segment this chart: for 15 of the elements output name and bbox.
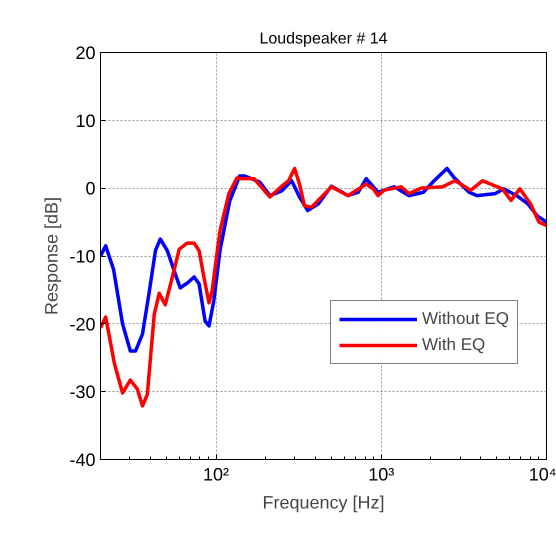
- x-tick-label: 10⁴: [528, 464, 556, 484]
- y-tick-label: 20: [75, 43, 96, 63]
- y-tick-label: -20: [69, 314, 96, 334]
- x-axis-title: Frequency [Hz]: [262, 492, 385, 512]
- chart-title: Loudspeaker # 14: [259, 30, 388, 48]
- y-tick-label: -30: [69, 382, 96, 402]
- y-tick-label: 0: [85, 178, 96, 199]
- y-tick-label: -40: [69, 450, 96, 470]
- x-tick-label: 10³: [368, 464, 394, 484]
- x-tick-label: 10²: [202, 464, 230, 484]
- y-tick-label: 10: [75, 110, 96, 131]
- y-tick-label: -10: [69, 246, 96, 266]
- legend-label: Without EQ: [422, 309, 509, 329]
- legend-label: With EQ: [422, 335, 486, 355]
- y-axis-title: Response [dB]: [41, 196, 62, 316]
